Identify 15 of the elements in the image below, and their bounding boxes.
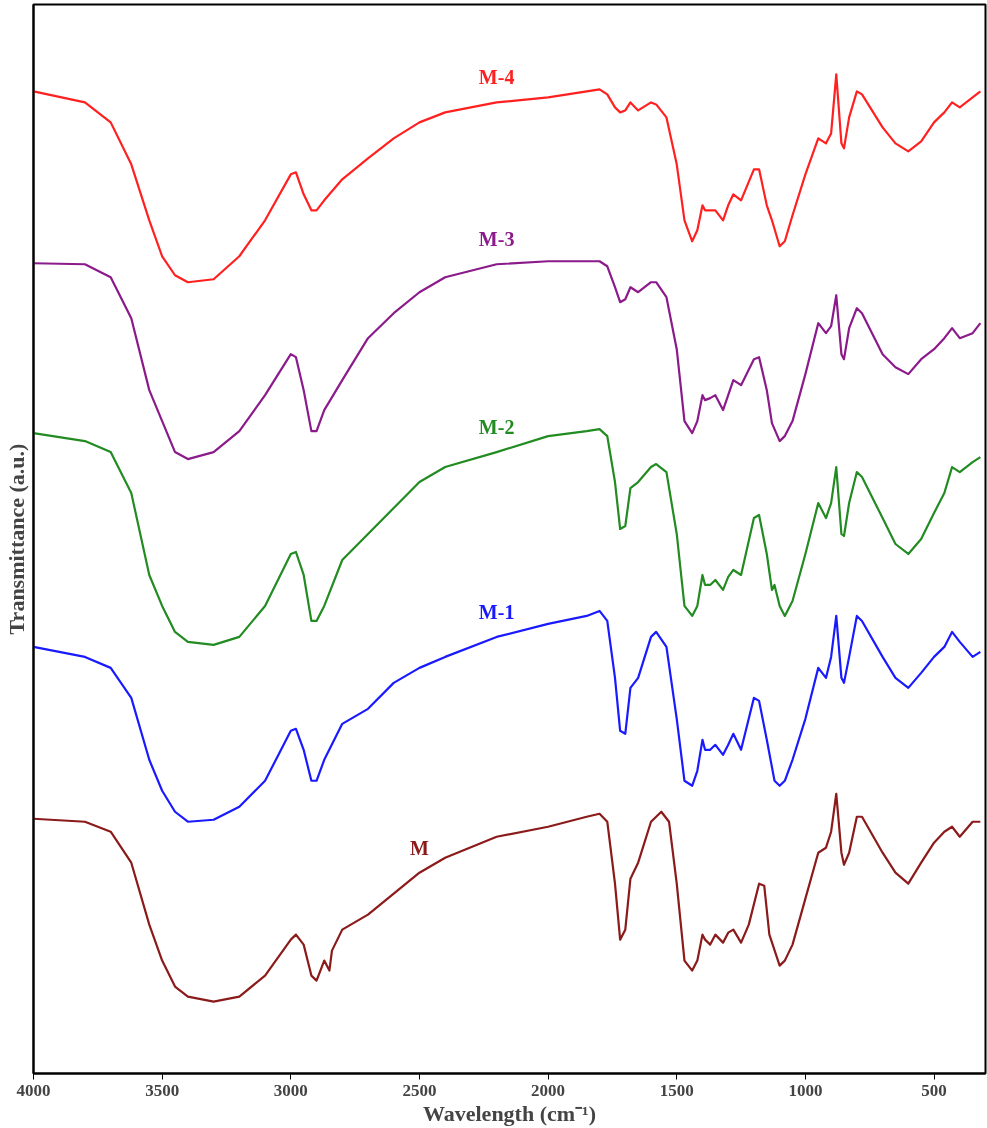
x-tick-label: 4000 (16, 1080, 51, 1100)
x-tick-label: 2000 (531, 1080, 566, 1100)
series-label: M-4 (478, 66, 515, 89)
x-tick-label: 500 (921, 1080, 947, 1100)
series-label: M-2 (478, 416, 515, 439)
x-tick-label: 1000 (788, 1080, 823, 1100)
x-tick-label: 2500 (402, 1080, 437, 1100)
x-tick-label: 3500 (145, 1080, 180, 1100)
series-label: M (410, 836, 430, 859)
y-axis-title: Transmittance (a.u.) (3, 443, 29, 635)
x-tick-label: 1500 (659, 1080, 694, 1100)
x-axis-title: Wavelength (cm⁻¹) (422, 1100, 597, 1126)
series-label: M-3 (478, 228, 515, 251)
series-label: M-1 (478, 600, 515, 623)
x-tick-label: 3000 (273, 1080, 308, 1100)
